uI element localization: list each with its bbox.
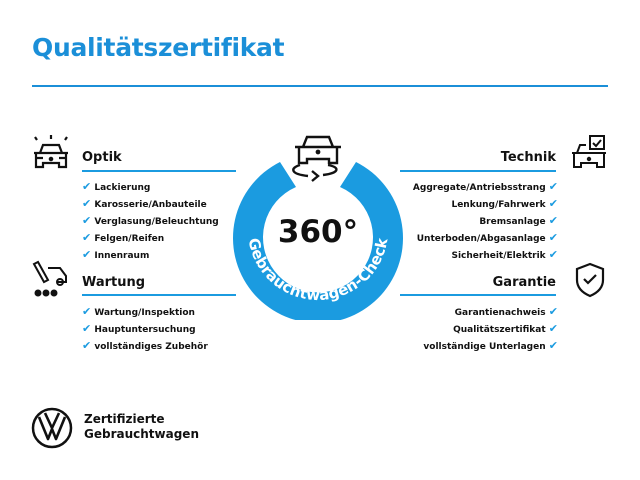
list-item: Unterboden/Abgasanlage ✔ [416,231,558,244]
page-title: Qualitätszertifikat [32,33,285,62]
list-item: ✔ Innenraum [82,248,150,261]
list-item: vollständige Unterlagen ✔ [423,339,558,352]
list-item: ✔ Lackierung [82,180,151,193]
checkmark-icon: ✔ [548,248,558,261]
car-checklist-icon [572,135,606,168]
checkmark-icon: ✔ [82,180,92,193]
list-item: Aggregate/Antriebsstrang ✔ [412,180,558,193]
section-divider [400,170,556,172]
list-item: Qualitätszertifikat ✔ [453,322,558,335]
section-divider [82,294,236,296]
checkmark-icon: ✔ [82,305,92,318]
checkmark-icon: ✔ [548,197,558,210]
checkmark-icon: ✔ [82,248,92,261]
vw-logo [31,407,73,449]
shield-check-icon [575,262,605,298]
section-heading-technik: Technik [500,150,556,165]
checkmark-icon: ✔ [82,322,92,335]
list-item: Lenkung/Fahrwerk ✔ [451,197,558,210]
checkmark-icon: ✔ [82,231,92,244]
list-item: ✔ Hauptuntersuchung [82,322,196,335]
service-car-icon [32,260,67,297]
brand-line-2: Gebrauchtwagen [84,427,199,441]
car-lights-icon [34,135,68,169]
list-item: Garantienachweis ✔ [454,305,558,318]
checkmark-icon: ✔ [548,322,558,335]
360-check-badge: 360° Gebrauchtwagen-Check [233,135,403,320]
list-item: Sicherheit/Elektrik ✔ [451,248,558,261]
garantie-list: Garantienachweis ✔ Qualitätszertifikat ✔… [423,304,558,355]
checkmark-icon: ✔ [82,214,92,227]
checkmark-icon: ✔ [548,339,558,352]
car-rotate-icon [292,135,341,182]
list-item: ✔ Karosserie/Anbauteile [82,197,207,210]
wartung-list: ✔ Wartung/Inspektion ✔ Hauptuntersuchung… [82,304,208,355]
title-divider [32,85,608,87]
checkmark-icon: ✔ [82,197,92,210]
checkmark-icon: ✔ [548,305,558,318]
section-heading-garantie: Garantie [492,275,556,290]
list-item: Bremsanlage ✔ [479,214,558,227]
checkmark-icon: ✔ [82,339,92,352]
brand-text: Zertifizierte Gebrauchtwagen [84,412,199,442]
list-item: ✔ vollständiges Zubehör [82,339,208,352]
section-divider [82,170,236,172]
section-divider [400,294,556,296]
ring [233,162,403,320]
checkmark-icon: ✔ [548,214,558,227]
badge-value: 360° [278,214,358,250]
optik-list: ✔ Lackierung ✔ Karosserie/Anbauteile ✔ V… [82,179,219,264]
checkmark-icon: ✔ [548,180,558,193]
brand-line-1: Zertifizierte [84,412,165,426]
section-heading-optik: Optik [82,150,122,165]
list-item: ✔ Wartung/Inspektion [82,305,195,318]
section-heading-wartung: Wartung [82,275,146,290]
list-item: ✔ Felgen/Reifen [82,231,165,244]
technik-list: Aggregate/Antriebsstrang ✔ Lenkung/Fahrw… [413,179,558,264]
checkmark-icon: ✔ [548,231,558,244]
list-item: ✔ Verglasung/Beleuchtung [82,214,219,227]
